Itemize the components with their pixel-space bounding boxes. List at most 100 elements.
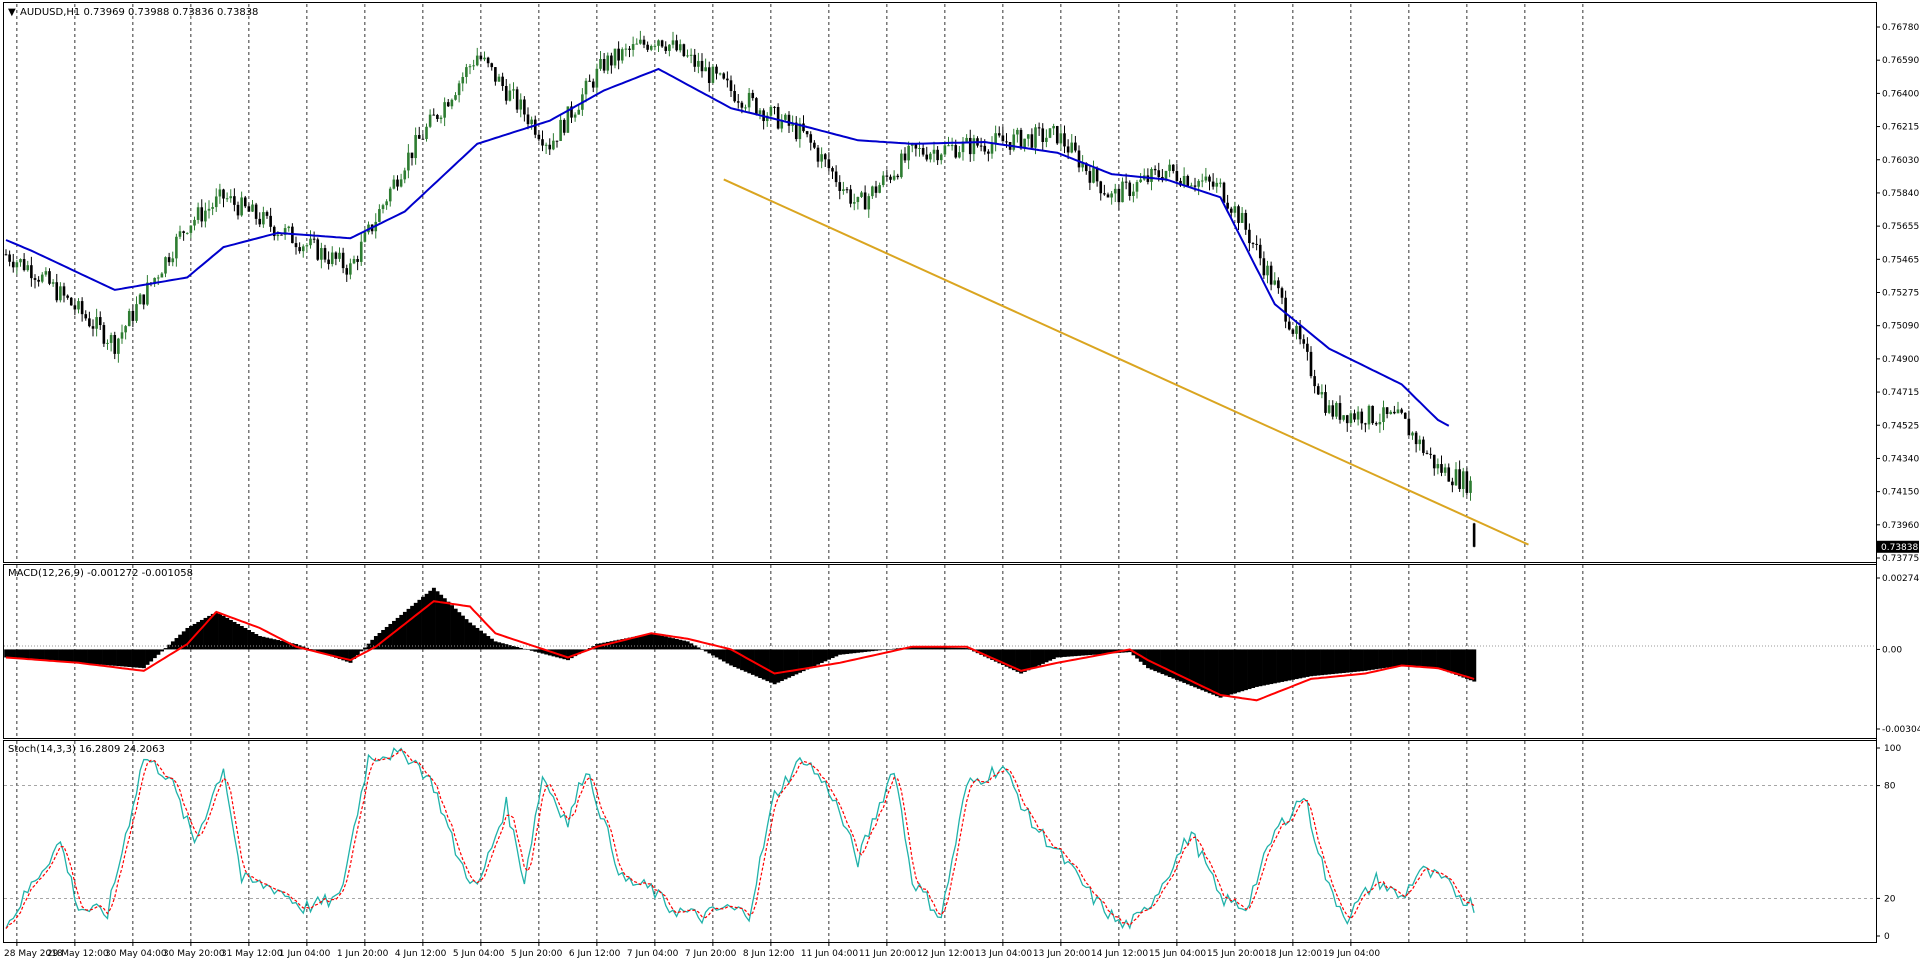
macd-bar bbox=[373, 636, 378, 650]
bull-candle bbox=[1034, 127, 1037, 148]
macd-bar bbox=[149, 649, 154, 662]
price-tick-label: 0.74900 bbox=[1882, 355, 1919, 365]
macd-bar bbox=[769, 649, 773, 683]
bull-candle bbox=[51, 282, 55, 284]
bull-candle bbox=[1092, 167, 1095, 183]
macd-bar bbox=[29, 649, 34, 660]
bear-candle bbox=[1186, 175, 1190, 187]
bull-candle bbox=[519, 99, 523, 110]
stoch-header: Stoch(14,3,3) 16.2809 24.2063 bbox=[8, 744, 165, 755]
macd-bar bbox=[1359, 649, 1364, 672]
macd-bar bbox=[1461, 649, 1466, 678]
bear-candle bbox=[838, 182, 842, 191]
bear-candle bbox=[1066, 146, 1070, 153]
bull-candle bbox=[1059, 133, 1063, 144]
macd-bar bbox=[743, 649, 748, 672]
macd-bar bbox=[1301, 649, 1306, 678]
bull-candle bbox=[330, 252, 334, 265]
time-tick-label: 29 May 12:00 bbox=[47, 949, 109, 959]
macd-bar bbox=[580, 649, 585, 653]
bull-candle bbox=[965, 137, 968, 142]
bull-candle bbox=[1356, 411, 1360, 420]
bull-candle bbox=[1469, 480, 1472, 493]
bear-candle bbox=[312, 238, 316, 240]
macd-bar bbox=[228, 619, 233, 650]
bear-candle bbox=[73, 305, 77, 310]
macd-bar bbox=[91, 649, 96, 665]
macd-bar bbox=[1164, 649, 1169, 676]
price-tick-label: 0.76400 bbox=[1882, 89, 1919, 99]
price-tick-label: 0.74715 bbox=[1882, 388, 1919, 398]
macd-bar bbox=[1098, 649, 1103, 655]
macd-bar bbox=[1392, 649, 1397, 667]
bear-candle bbox=[421, 138, 425, 140]
macd-bar bbox=[678, 639, 683, 650]
bull-candle bbox=[109, 335, 113, 343]
macd-bar bbox=[189, 625, 193, 650]
bear-candle bbox=[997, 133, 1001, 136]
macd-bar bbox=[935, 647, 940, 650]
bear-candle bbox=[1422, 439, 1425, 453]
macd-bar bbox=[1175, 649, 1179, 680]
chart-menu-arrow-icon[interactable]: ▼ bbox=[8, 7, 16, 18]
macd-bar bbox=[1262, 649, 1266, 686]
bull-candle bbox=[175, 236, 178, 259]
bear-candle bbox=[504, 85, 508, 101]
bull-candle bbox=[881, 175, 885, 186]
macd-bar bbox=[950, 647, 955, 650]
bull-candle bbox=[1135, 182, 1139, 192]
bear-candle bbox=[22, 259, 26, 271]
bull-candle bbox=[842, 189, 845, 191]
bear-candle bbox=[1458, 469, 1461, 489]
macd-bar bbox=[334, 649, 338, 658]
macd-bar bbox=[979, 649, 984, 655]
macd-bar bbox=[870, 649, 875, 652]
time-tick-label: 14 Jun 12:00 bbox=[1091, 949, 1148, 959]
macd-bar bbox=[674, 638, 679, 650]
macd-bar bbox=[243, 627, 248, 650]
bull-candle bbox=[211, 207, 214, 209]
macd-bar bbox=[366, 643, 371, 650]
bear-candle bbox=[548, 144, 552, 150]
bear-candle bbox=[236, 204, 240, 216]
macd-bar bbox=[968, 649, 973, 650]
bull-candle bbox=[428, 114, 432, 127]
bear-candle bbox=[1128, 182, 1132, 196]
bull-candle bbox=[1418, 439, 1422, 445]
bear-candle bbox=[327, 259, 330, 265]
bull-candle bbox=[544, 144, 548, 146]
support-trendline[interactable] bbox=[723, 178, 1529, 546]
time-tick-label: 15 Jun 20:00 bbox=[1207, 949, 1264, 959]
bull-candle bbox=[1121, 181, 1124, 203]
macd-bar bbox=[1019, 649, 1024, 674]
macd-bar bbox=[1069, 649, 1074, 657]
bull-candle bbox=[305, 245, 309, 247]
macd-bar bbox=[272, 639, 277, 650]
macd-bar bbox=[544, 649, 549, 655]
bear-candle bbox=[827, 159, 831, 169]
bear-candle bbox=[479, 55, 483, 60]
macd-bar bbox=[80, 649, 85, 664]
bull-candle bbox=[127, 310, 131, 327]
macd-bar bbox=[112, 649, 117, 666]
bull-candle bbox=[378, 209, 381, 222]
bear-candle bbox=[874, 186, 878, 193]
bull-candle bbox=[918, 147, 921, 149]
bull-candle bbox=[718, 73, 722, 75]
bull-candle bbox=[472, 65, 475, 67]
bear-candle bbox=[1251, 243, 1255, 245]
bull-candle bbox=[1045, 137, 1048, 142]
macd-bar bbox=[1004, 649, 1009, 667]
macd-bar bbox=[1305, 649, 1310, 677]
bull-candle bbox=[1240, 212, 1244, 223]
macd-bar bbox=[1233, 649, 1237, 694]
bull-candle bbox=[164, 257, 167, 274]
macd-bar bbox=[859, 649, 864, 653]
macd-bar bbox=[1218, 649, 1223, 698]
macd-bar bbox=[1251, 649, 1256, 688]
bull-candle bbox=[450, 99, 454, 107]
bear-candle bbox=[526, 114, 530, 125]
macd-bar bbox=[725, 649, 730, 664]
macd-bar bbox=[370, 639, 375, 650]
